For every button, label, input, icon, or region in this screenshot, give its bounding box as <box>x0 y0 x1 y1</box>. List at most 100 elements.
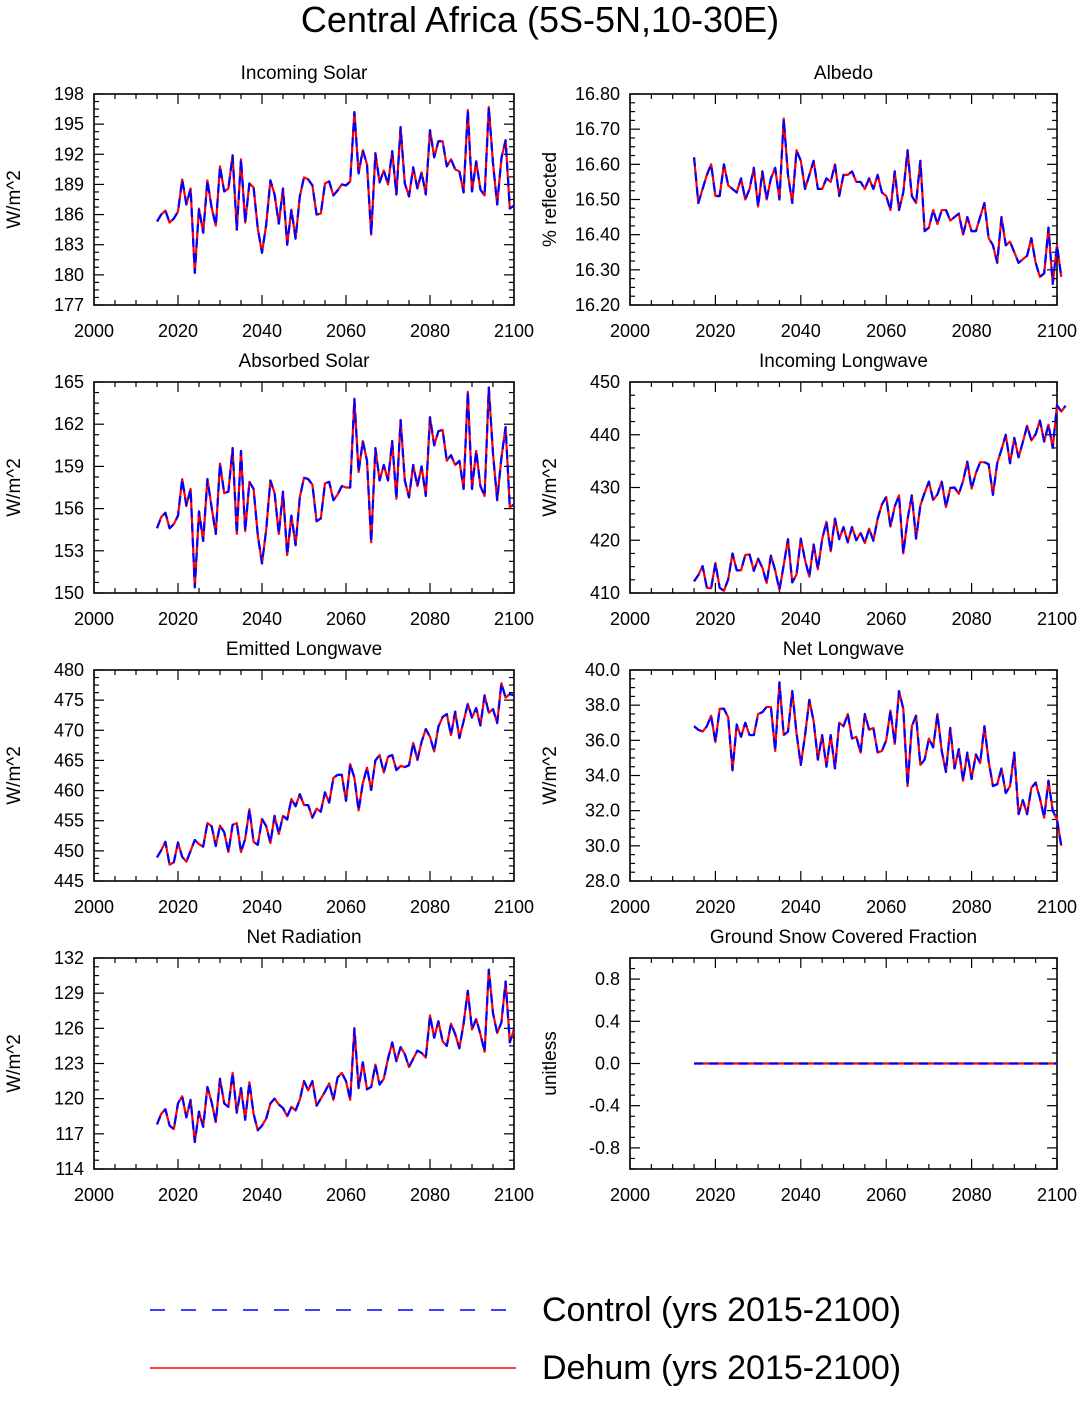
y-tick-label: 460 <box>54 781 84 801</box>
x-tick-label: 2020 <box>158 1185 198 1205</box>
y-tick-label: 455 <box>54 811 84 831</box>
chart-title: Ground Snow Covered Fraction <box>710 927 977 948</box>
x-tick-label: 2000 <box>74 321 114 341</box>
y-tick-label: 0.4 <box>595 1011 620 1031</box>
x-tick-label: 2100 <box>494 1185 534 1205</box>
x-tick-label: 2040 <box>242 321 282 341</box>
x-tick-label: 2000 <box>610 609 650 629</box>
y-tick-label: 16.50 <box>575 190 620 210</box>
legend-swatch-dehum <box>150 1367 516 1369</box>
chart-title: Incoming Solar <box>241 63 368 84</box>
y-tick-label: 36.0 <box>585 730 620 750</box>
x-tick-label: 2100 <box>494 897 534 917</box>
legend-swatch-control <box>150 1309 516 1311</box>
x-tick-label: 2040 <box>242 609 282 629</box>
x-tick-label: 2020 <box>695 321 735 341</box>
x-tick-label: 2040 <box>242 897 282 917</box>
y-tick-label: 16.30 <box>575 260 620 280</box>
x-tick-label: 2020 <box>695 1185 735 1205</box>
chart-panel-4: Incoming Longwave W/m^2 2000 2020 2040 2060 20… <box>540 351 1077 629</box>
plot-frame <box>93 93 515 306</box>
x-tick-label: 2020 <box>695 609 735 629</box>
series-line-control <box>155 968 516 1144</box>
chart-panel-7: Net Radiation W/m^2 2000 2020 2040 2060 2080 21… <box>4 927 534 1205</box>
y-tick-label: 420 <box>590 530 620 550</box>
x-tick-label: 2080 <box>410 897 450 917</box>
y-axis-label: W/m^2 <box>4 458 25 517</box>
x-tick-label: 2100 <box>494 609 534 629</box>
x-tick-label: 2000 <box>610 321 650 341</box>
series-line-dehum <box>692 117 1063 285</box>
charts-canvas: Incoming Solar W/m^2 2000 2020 2040 2060 2080 2… <box>4 63 1077 1205</box>
series-line-dehum <box>693 681 1063 847</box>
y-tick-label: 0.8 <box>595 969 620 989</box>
legend-item-dehum: Dehum (yrs 2015-2100) <box>150 1338 901 1398</box>
chart-title: Emitted Longwave <box>226 639 382 660</box>
x-tick-label: 2100 <box>494 321 534 341</box>
y-tick-label: 440 <box>590 425 620 445</box>
plot-frame <box>93 957 515 1170</box>
y-tick-label: 120 <box>54 1089 84 1109</box>
x-tick-label: 2060 <box>866 609 906 629</box>
x-tick-label: 2020 <box>158 609 198 629</box>
y-tick-label: 159 <box>54 456 84 476</box>
x-tick-label: 2080 <box>952 321 992 341</box>
x-tick-label: 2060 <box>326 897 366 917</box>
y-tick-label: -0.8 <box>589 1138 620 1158</box>
y-tick-label: 183 <box>54 235 84 255</box>
x-tick-label: 2040 <box>781 897 821 917</box>
y-tick-label: 28.0 <box>585 871 620 891</box>
series-line-dehum <box>155 386 515 589</box>
x-tick-label: 2060 <box>326 609 366 629</box>
chart-title: Albedo <box>814 63 873 84</box>
y-tick-label: 16.70 <box>575 119 620 139</box>
x-tick-label: 2020 <box>158 897 198 917</box>
y-tick-label: 410 <box>590 583 620 603</box>
x-tick-label: 2060 <box>326 1185 366 1205</box>
chart-title: Incoming Longwave <box>759 351 928 372</box>
series-line-dehum <box>155 968 516 1144</box>
series-line-control <box>155 386 515 589</box>
y-tick-label: 162 <box>54 414 84 434</box>
chart-panel-3: Absorbed Solar W/m^2 2000 2020 2040 2060 2080 2… <box>4 351 534 629</box>
x-tick-label: 2020 <box>158 321 198 341</box>
y-tick-label: 129 <box>54 983 84 1003</box>
y-tick-label: 189 <box>54 174 84 194</box>
chart-panel-6: Net Longwave W/m^2 2000 2020 2040 2060 2080 210… <box>540 639 1077 917</box>
y-tick-label: 198 <box>54 84 84 104</box>
y-tick-label: 114 <box>55 1159 84 1179</box>
y-axis-label: W/m^2 <box>4 746 25 805</box>
y-tick-label: 16.80 <box>575 84 620 104</box>
series-line-dehum <box>693 404 1067 592</box>
chart-panel-5: Emitted Longwave W/m^2 2000 2020 2040 2060 208… <box>4 639 534 917</box>
x-tick-label: 2080 <box>410 321 450 341</box>
y-tick-label: 186 <box>54 205 84 225</box>
x-tick-label: 2020 <box>695 897 735 917</box>
series-line-control <box>692 117 1063 285</box>
y-tick-label: 16.20 <box>575 295 620 315</box>
legend-label-dehum: Dehum (yrs 2015-2100) <box>542 1349 902 1387</box>
x-tick-label: 2060 <box>866 897 906 917</box>
y-tick-label: 0.0 <box>595 1054 620 1074</box>
series-line-dehum <box>156 105 515 274</box>
chart-panel-8: Ground Snow Covered Fraction unitless 2000… <box>540 927 1077 1205</box>
y-tick-label: 192 <box>54 144 84 164</box>
x-tick-label: 2040 <box>781 609 821 629</box>
chart-panel-1: Incoming Solar W/m^2 2000 2020 2040 2060 2080 2… <box>4 63 534 341</box>
legend-item-control: Control (yrs 2015-2100) <box>150 1280 901 1340</box>
x-tick-label: 2060 <box>326 321 366 341</box>
x-tick-label: 2040 <box>242 1185 282 1205</box>
y-tick-label: 475 <box>54 690 84 710</box>
plot-frame <box>629 669 1058 882</box>
x-tick-label: 2100 <box>1037 897 1077 917</box>
y-tick-label: 32.0 <box>585 801 620 821</box>
y-tick-label: 445 <box>54 871 84 891</box>
x-tick-label: 2040 <box>781 321 821 341</box>
chart-panel-2: Albedo % reflected 2000 2020 2040 2060 2080 210… <box>540 63 1077 341</box>
x-tick-label: 2000 <box>74 1185 114 1205</box>
x-tick-label: 2080 <box>410 1185 450 1205</box>
y-axis-label: % reflected <box>540 152 561 247</box>
x-tick-label: 2080 <box>952 1185 992 1205</box>
series-line-control <box>156 105 515 274</box>
y-tick-label: 450 <box>54 841 84 861</box>
